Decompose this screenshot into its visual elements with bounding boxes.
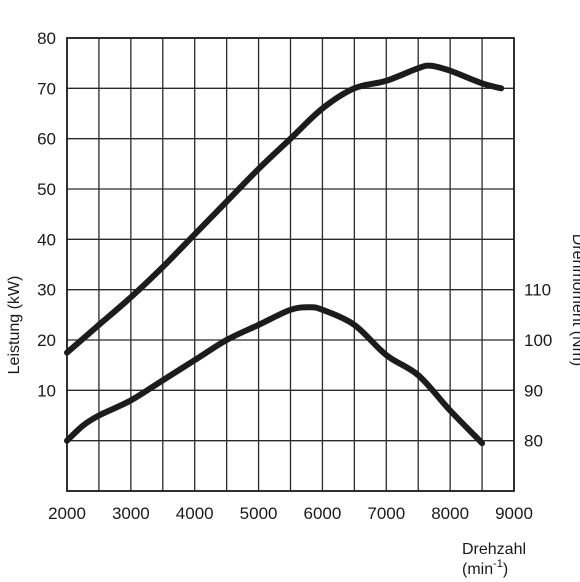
y-left-tick-label: 40 xyxy=(37,230,56,249)
y-right-tick-label: 110 xyxy=(524,281,551,300)
y-left-tick-label: 20 xyxy=(37,331,56,350)
x-axis-ticks: 2000 3000 4000 5000 6000 7000 8000 9000 xyxy=(48,504,533,523)
y-left-axis-ticks: 10 20 30 40 50 60 70 80 xyxy=(37,29,56,400)
y-left-tick-label: 10 xyxy=(37,381,56,400)
y-left-axis-title: Leistung (kW) xyxy=(6,276,23,375)
series-group xyxy=(64,62,505,447)
x-axis-unit-close: ) xyxy=(503,561,508,578)
x-tick-label: 4000 xyxy=(176,504,214,523)
y-left-tick-label: 70 xyxy=(37,79,56,98)
y-left-tick-label: 30 xyxy=(37,281,56,300)
y-right-tick-label: 100 xyxy=(524,331,552,350)
power-curve xyxy=(64,62,505,356)
y-left-tick-label: 80 xyxy=(37,29,56,48)
x-tick-label: 2000 xyxy=(48,504,86,523)
x-axis-unit: (min-1) xyxy=(462,558,508,578)
y-right-tick-label: 80 xyxy=(524,432,543,451)
grid xyxy=(67,38,514,491)
x-axis-title: Drehzahl xyxy=(462,541,526,558)
x-axis-unit-base: (min xyxy=(462,561,493,578)
y-right-axis-ticks: 80 90 100 110 xyxy=(524,281,552,451)
y-right-tick-label: 90 xyxy=(524,381,543,400)
plot-frame xyxy=(66,37,515,492)
y-right-axis-title: Drehmoment (Nm) xyxy=(569,234,580,366)
y-left-tick-label: 60 xyxy=(37,130,56,149)
x-tick-label: 9000 xyxy=(495,504,533,523)
torque-curve xyxy=(64,304,486,447)
x-axis-unit-exponent: -1 xyxy=(493,558,503,570)
y-left-tick-label: 50 xyxy=(37,180,56,199)
x-tick-label: 8000 xyxy=(431,504,469,523)
x-tick-label: 6000 xyxy=(304,504,342,523)
x-tick-label: 7000 xyxy=(367,504,405,523)
x-tick-label: 3000 xyxy=(112,504,150,523)
x-tick-label: 5000 xyxy=(240,504,278,523)
